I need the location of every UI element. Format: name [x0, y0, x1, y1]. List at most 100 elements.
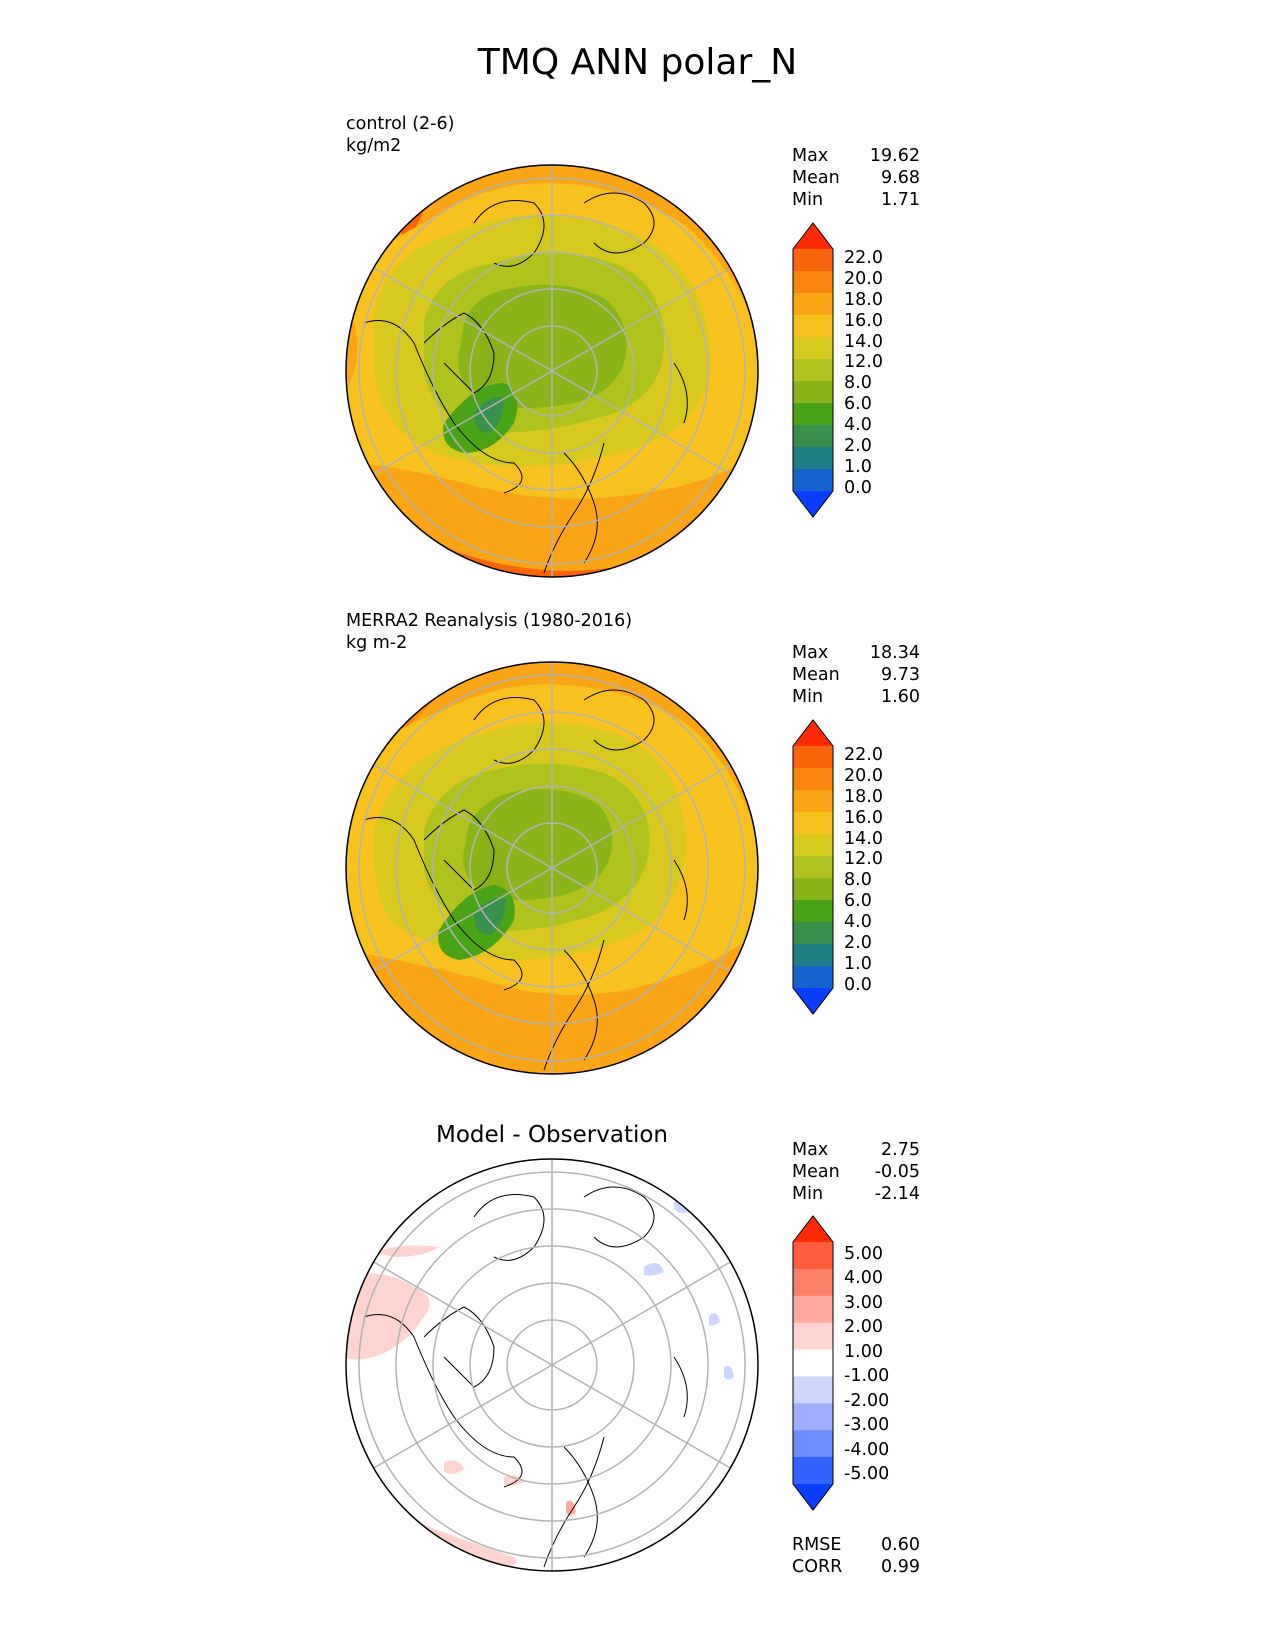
- colorbar-swatch: [793, 944, 833, 967]
- colorbar-swatch: [793, 469, 833, 492]
- colorbar-swatch: [793, 812, 833, 835]
- field-band: [474, 897, 506, 935]
- stat-value: 9.68: [881, 168, 920, 188]
- stat-label: Max: [792, 643, 829, 663]
- panel-label: MERRA2 Reanalysis (1980-2016): [346, 611, 633, 631]
- stats-block: Max 2.75 Mean -0.05 Min -2.14: [792, 1139, 920, 1205]
- stat-label: Max: [792, 1140, 829, 1160]
- colorbar-tick: 4.0: [844, 415, 872, 435]
- colorbar-tick: 22.0: [844, 745, 883, 765]
- colorbar-tick: 3.00: [844, 1293, 883, 1313]
- colorbar-swatch: [793, 790, 833, 813]
- stat-value: 9.73: [881, 665, 920, 685]
- field-band: [474, 397, 504, 433]
- colorbar-tick: 2.0: [844, 933, 872, 953]
- colorbar-tick: 14.0: [844, 332, 883, 352]
- colorbar-extend-min: [793, 491, 833, 517]
- colorbar-tick: 4.00: [844, 1268, 883, 1288]
- panel-label: control (2-6): [346, 114, 455, 134]
- colorbar-tick: -1.00: [844, 1366, 890, 1386]
- colorbar-tick: 0.0: [844, 478, 872, 498]
- colorbar-tick: 2.00: [844, 1317, 883, 1337]
- graticule: [358, 662, 746, 1074]
- field-band: [444, 1460, 464, 1474]
- colorbar-tick: 8.0: [844, 870, 872, 890]
- stat-label: Mean: [792, 168, 840, 188]
- colorbar-swatch: [793, 900, 833, 923]
- colorbar-swatch: [793, 293, 833, 316]
- colorbar-swatch: [793, 1457, 833, 1485]
- colorbar-swatch: [793, 1376, 833, 1404]
- colorbar-tick: 1.00: [844, 1342, 883, 1362]
- stat-label: Mean: [792, 1162, 840, 1182]
- stat-label: Min: [792, 190, 824, 210]
- stat-value: 1.71: [881, 190, 920, 210]
- field-band: [566, 1500, 576, 1516]
- figure-title: TMQ ANN polar_N: [477, 42, 798, 83]
- colorbar-swatch: [793, 1403, 833, 1431]
- colorbar-swatch: [793, 1268, 833, 1297]
- panel-units: kg/m2: [346, 136, 402, 156]
- colorbar-swatch: [793, 1349, 833, 1377]
- colorbar-tick: -2.00: [844, 1391, 890, 1411]
- stat-value: -2.14: [874, 1184, 920, 1204]
- colorbar-tick: 2.0: [844, 436, 872, 456]
- colorbar-tick: 18.0: [844, 787, 883, 807]
- colorbar-swatch: [793, 922, 833, 945]
- graticule: [358, 1159, 746, 1571]
- colorbar-tick: -5.00: [844, 1464, 890, 1484]
- colorbar-swatch: [793, 271, 833, 294]
- colorbar: [792, 222, 834, 518]
- metrics-block: RMSE 0.60 CORR 0.99: [792, 1534, 920, 1578]
- colorbar-swatch: [793, 966, 833, 989]
- metric-label: RMSE: [792, 1535, 842, 1555]
- colorbar-tick: 1.0: [844, 457, 872, 477]
- colorbar-swatch: [793, 1295, 833, 1324]
- land-outline: [363, 1186, 688, 1568]
- land-outline: [363, 192, 688, 574]
- graticule: [358, 165, 746, 577]
- stat-label: Min: [792, 1184, 824, 1204]
- colorbar-tick: 1.0: [844, 954, 872, 974]
- colorbar-tick: 16.0: [844, 311, 883, 331]
- stats-block: Max 19.62 Mean 9.68 Min 1.71: [792, 145, 920, 211]
- colorbar-swatch: [793, 746, 833, 769]
- colorbar-tick: 12.0: [844, 849, 883, 869]
- colorbar: [792, 1215, 834, 1511]
- colorbar-tick: 8.0: [844, 373, 872, 393]
- field-band: [724, 1365, 734, 1380]
- colorbar-tick: 6.0: [844, 394, 872, 414]
- colorbar-swatch: [793, 856, 833, 879]
- colorbar-tick: 14.0: [844, 829, 883, 849]
- colorbar-tick: 0.0: [844, 975, 872, 995]
- field-band: [374, 1245, 439, 1257]
- stat-value: 1.60: [881, 687, 920, 707]
- land-outline: [363, 689, 688, 1071]
- colorbar-swatch: [793, 1242, 833, 1270]
- colorbar: [792, 719, 834, 1015]
- colorbar-tick: 5.00: [844, 1244, 883, 1264]
- polar-map: [345, 661, 759, 1075]
- stat-value: 18.34: [869, 643, 920, 663]
- panel-title: Model - Observation: [435, 1122, 669, 1148]
- colorbar-tick: 12.0: [844, 352, 883, 372]
- stat-value: -0.05: [874, 1162, 920, 1182]
- field-band: [458, 284, 627, 408]
- metric-value: 0.99: [881, 1557, 920, 1577]
- field-band: [463, 789, 613, 900]
- colorbar-swatch: [793, 403, 833, 426]
- colorbar-tick: 20.0: [844, 766, 883, 786]
- panel-units: kg m-2: [346, 633, 408, 653]
- stat-label: Max: [792, 146, 829, 166]
- stat-label: Min: [792, 687, 824, 707]
- colorbar-tick: 6.0: [844, 891, 872, 911]
- colorbar-tick: 4.0: [844, 912, 872, 932]
- colorbar-swatch: [793, 1322, 833, 1351]
- stats-block: Max 18.34 Mean 9.73 Min 1.60: [792, 642, 920, 708]
- colorbar-swatch: [793, 249, 833, 272]
- colorbar-swatch: [793, 447, 833, 470]
- polar-map: [345, 164, 759, 578]
- colorbar-tick: -3.00: [844, 1415, 890, 1435]
- colorbar-extend-min: [793, 988, 833, 1014]
- colorbar-outline: [792, 719, 834, 1015]
